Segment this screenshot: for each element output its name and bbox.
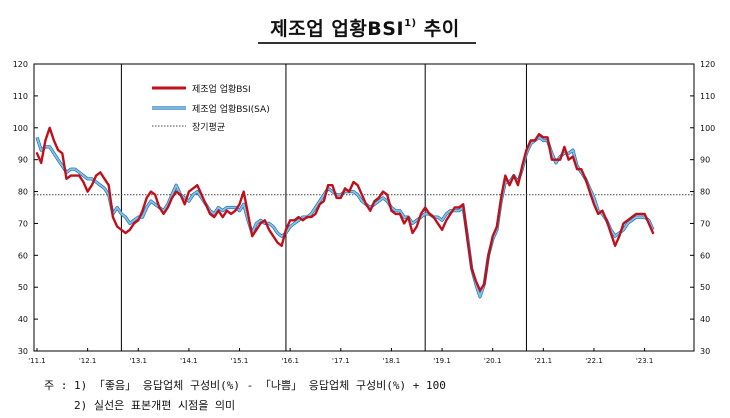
chart-title: 제조업 업황BSI1) 추이	[0, 14, 730, 44]
y-tick-label-right: 70	[700, 219, 710, 228]
y-tick-label-left: 30	[18, 347, 28, 356]
y-tick-label-left: 60	[18, 251, 28, 260]
x-tick-label: '18.1	[383, 357, 401, 365]
x-tick-label: '20.1	[484, 357, 502, 365]
title-suffix: 추이	[423, 18, 460, 40]
footnote-2: 2) 실선은 표본개편 시점을 의미	[74, 399, 236, 412]
y-tick-label-right: 80	[700, 188, 710, 197]
x-tick-label: '22.1	[585, 357, 603, 365]
series-bsi-line	[35, 126, 655, 292]
x-tick-label: '15.1	[231, 357, 249, 365]
x-tick-label: '12.1	[79, 357, 97, 365]
title-underline	[258, 42, 476, 44]
legend-label-average: 장기평균	[192, 122, 225, 133]
y-tick-label-left: 120	[13, 60, 28, 69]
y-tick-label-right: 100	[700, 124, 715, 133]
y-tick-label-right: 110	[700, 92, 715, 101]
series-sa-edge	[35, 135, 655, 299]
y-tick-label-left: 80	[18, 188, 28, 197]
y-tick-label-left: 50	[18, 283, 28, 292]
y-tick-label-left: 40	[18, 315, 28, 324]
title-superscript: 1)	[404, 18, 417, 29]
x-tick-label: '16.1	[281, 357, 299, 365]
legend-label-bsi: 제조업 업황BSI	[192, 84, 251, 95]
x-tick-label: '21.1	[535, 357, 553, 365]
x-tick-label: '19.1	[433, 357, 451, 365]
x-tick-label: '23.1	[636, 357, 654, 365]
y-tick-label-right: 50	[700, 283, 710, 292]
x-tick-label: '11.1	[28, 357, 46, 365]
legend-label-sa: 제조업 업황BSI(SA)	[192, 104, 270, 115]
y-tick-label-left: 110	[13, 92, 28, 101]
y-tick-label-right: 120	[700, 60, 715, 69]
x-tick-label: '14.1	[180, 357, 198, 365]
y-tick-label-right: 60	[700, 251, 710, 260]
title-main: 제조업 업황BSI	[270, 18, 405, 40]
plot-frame	[33, 63, 695, 352]
footnote-1: 주 : 1) 「좋음」 응답업체 구성비(%) - 「나쁨」 응답업체 구성비(…	[44, 379, 446, 392]
y-tick-label-right: 90	[700, 156, 710, 165]
y-tick-label-right: 30	[700, 347, 710, 356]
y-tick-label-right: 40	[700, 315, 710, 324]
y-tick-label-left: 90	[18, 156, 28, 165]
x-tick-label: '13.1	[130, 357, 148, 365]
y-tick-label-left: 100	[13, 124, 28, 133]
series-sa-line	[36, 136, 654, 298]
x-tick-label: '17.1	[332, 357, 350, 365]
y-tick-label-left: 70	[18, 219, 28, 228]
